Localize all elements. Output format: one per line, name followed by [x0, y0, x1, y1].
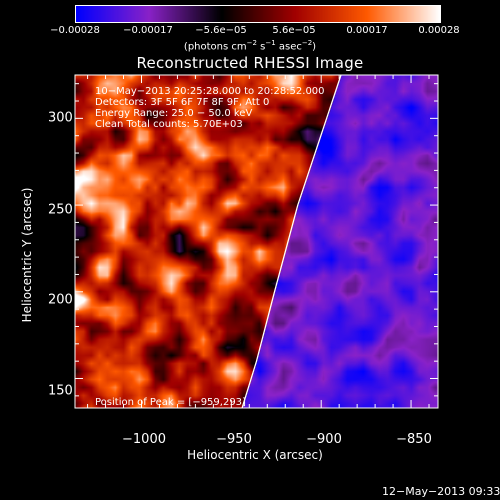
unit-text: )	[312, 41, 317, 53]
x-tick-label: −1000	[122, 432, 166, 447]
info-line: Energy Range: 25.0 − 50.0 keV	[95, 108, 253, 119]
y-tick-label: 150	[48, 383, 73, 399]
unit-exponent: −1	[265, 39, 276, 47]
y-tick-label: 200	[48, 292, 73, 308]
peak-position-label: Position of Peak = [−959,293]	[95, 397, 246, 408]
colorbar-tick-label: 5.6e−05	[272, 25, 316, 36]
info-line: Detectors: 3F 5F 6F 7F 8F 9F, Att 0	[95, 97, 270, 108]
unit-text: (photons cm	[183, 41, 247, 53]
render-timestamp: 12−May−2013 09:33	[382, 485, 500, 498]
colorbar-tick-label: −0.00028	[50, 25, 100, 36]
unit-exponent: −2	[301, 39, 313, 47]
colorbar-tick-label: 0.00017	[346, 25, 388, 36]
x-tick-label: −900	[306, 432, 342, 447]
x-axis-label: Heliocentric X (arcsec)	[187, 448, 323, 462]
unit-exponent: −2	[246, 39, 257, 47]
unit-text: s	[256, 41, 266, 53]
x-tick-label: −850	[396, 432, 432, 447]
y-tick-label: 250	[48, 202, 73, 218]
colorbar-tick-label: −0.00017	[123, 25, 173, 36]
y-axis-label: Heliocentric Y (arcsec)	[20, 187, 34, 323]
info-line: 10−May−2013 20:25:28.000 to 20:28:52.000	[95, 86, 325, 97]
y-tick-label: 300	[48, 110, 73, 126]
colorbar-gradient	[75, 5, 441, 23]
info-line: Clean Total counts: 5.70E+03	[95, 119, 243, 130]
colorbar-tick-label: 0.00028	[418, 25, 460, 36]
colorbar-tick-label: −5.6e−05	[195, 25, 247, 36]
plot-frame	[74, 74, 439, 409]
solar-limb-curve	[241, 74, 342, 409]
unit-text: asec	[275, 41, 302, 53]
x-tick-label: −950	[216, 432, 252, 447]
heatmap-image	[75, 75, 438, 408]
chart-title: Reconstructed RHESSI Image	[136, 54, 364, 72]
colorbar-unit-label: (photons cm−2 s−1 asec−2)	[184, 39, 316, 52]
axis-ticks	[75, 75, 438, 408]
